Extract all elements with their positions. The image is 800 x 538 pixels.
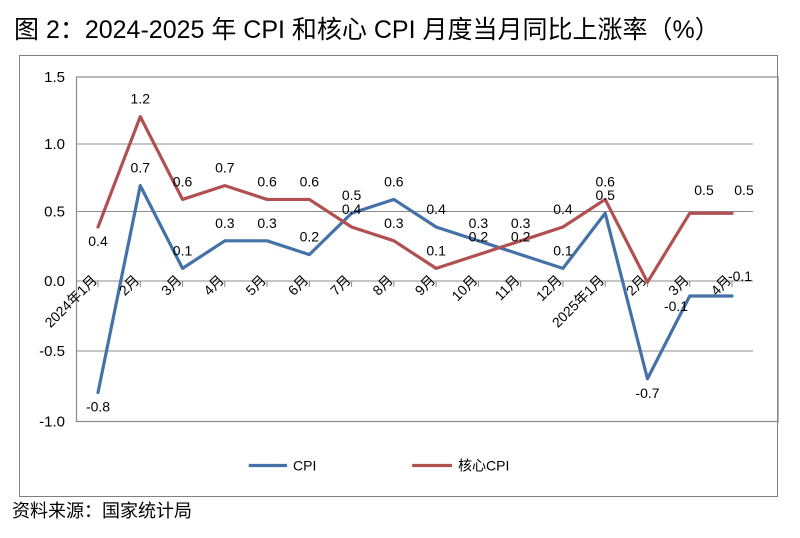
svg-text:-0.1: -0.1 (664, 298, 688, 314)
svg-text:-0.5: -0.5 (39, 343, 65, 360)
svg-text:5月: 5月 (242, 272, 269, 299)
svg-text:2月: 2月 (116, 272, 143, 299)
svg-text:9月: 9月 (412, 272, 439, 299)
svg-text:1.5: 1.5 (44, 69, 65, 86)
svg-text:0.2: 0.2 (300, 229, 320, 245)
svg-text:0.6: 0.6 (173, 173, 193, 189)
svg-text:-0.7: -0.7 (635, 385, 659, 401)
svg-text:0.2: 0.2 (469, 229, 489, 245)
svg-text:0.5: 0.5 (44, 204, 65, 221)
svg-text:0.6: 0.6 (300, 173, 320, 189)
svg-text:7月: 7月 (327, 272, 354, 299)
svg-text:0.4: 0.4 (342, 201, 362, 217)
svg-text:0.5: 0.5 (595, 187, 615, 203)
svg-text:3月: 3月 (665, 272, 692, 299)
svg-text:0.5: 0.5 (734, 182, 754, 198)
svg-text:3月: 3月 (158, 272, 185, 299)
svg-text:0.5: 0.5 (694, 182, 714, 198)
svg-text:0.3: 0.3 (215, 215, 235, 231)
svg-text:0.1: 0.1 (173, 242, 193, 258)
svg-text:-0.8: -0.8 (86, 399, 110, 415)
svg-text:10月: 10月 (448, 272, 480, 304)
svg-text:0.7: 0.7 (215, 160, 235, 176)
svg-text:0.4: 0.4 (88, 233, 108, 249)
svg-text:12月: 12月 (533, 272, 565, 304)
svg-text:0.0: 0.0 (44, 273, 65, 290)
svg-text:CPI: CPI (293, 458, 316, 474)
svg-text:8月: 8月 (369, 272, 396, 299)
svg-text:0.1: 0.1 (553, 242, 573, 258)
svg-text:-1.0: -1.0 (39, 414, 65, 431)
svg-text:0.6: 0.6 (595, 173, 615, 189)
svg-text:0.3: 0.3 (511, 215, 531, 231)
svg-text:0.4: 0.4 (553, 201, 573, 217)
svg-text:11月: 11月 (491, 272, 522, 303)
svg-text:1.0: 1.0 (44, 136, 65, 153)
svg-text:6月: 6月 (285, 272, 312, 299)
svg-text:0.4: 0.4 (426, 201, 446, 217)
svg-text:0.3: 0.3 (257, 215, 277, 231)
svg-text:0.2: 0.2 (511, 229, 531, 245)
svg-text:0.3: 0.3 (384, 215, 404, 231)
svg-text:核心CPI: 核心CPI (458, 458, 509, 474)
svg-text:0.6: 0.6 (384, 173, 404, 189)
svg-text:0.1: 0.1 (426, 242, 446, 258)
svg-text:0.7: 0.7 (131, 160, 151, 176)
svg-text:0.6: 0.6 (257, 173, 277, 189)
svg-text:4月: 4月 (200, 272, 227, 299)
svg-text:1.2: 1.2 (131, 91, 151, 107)
